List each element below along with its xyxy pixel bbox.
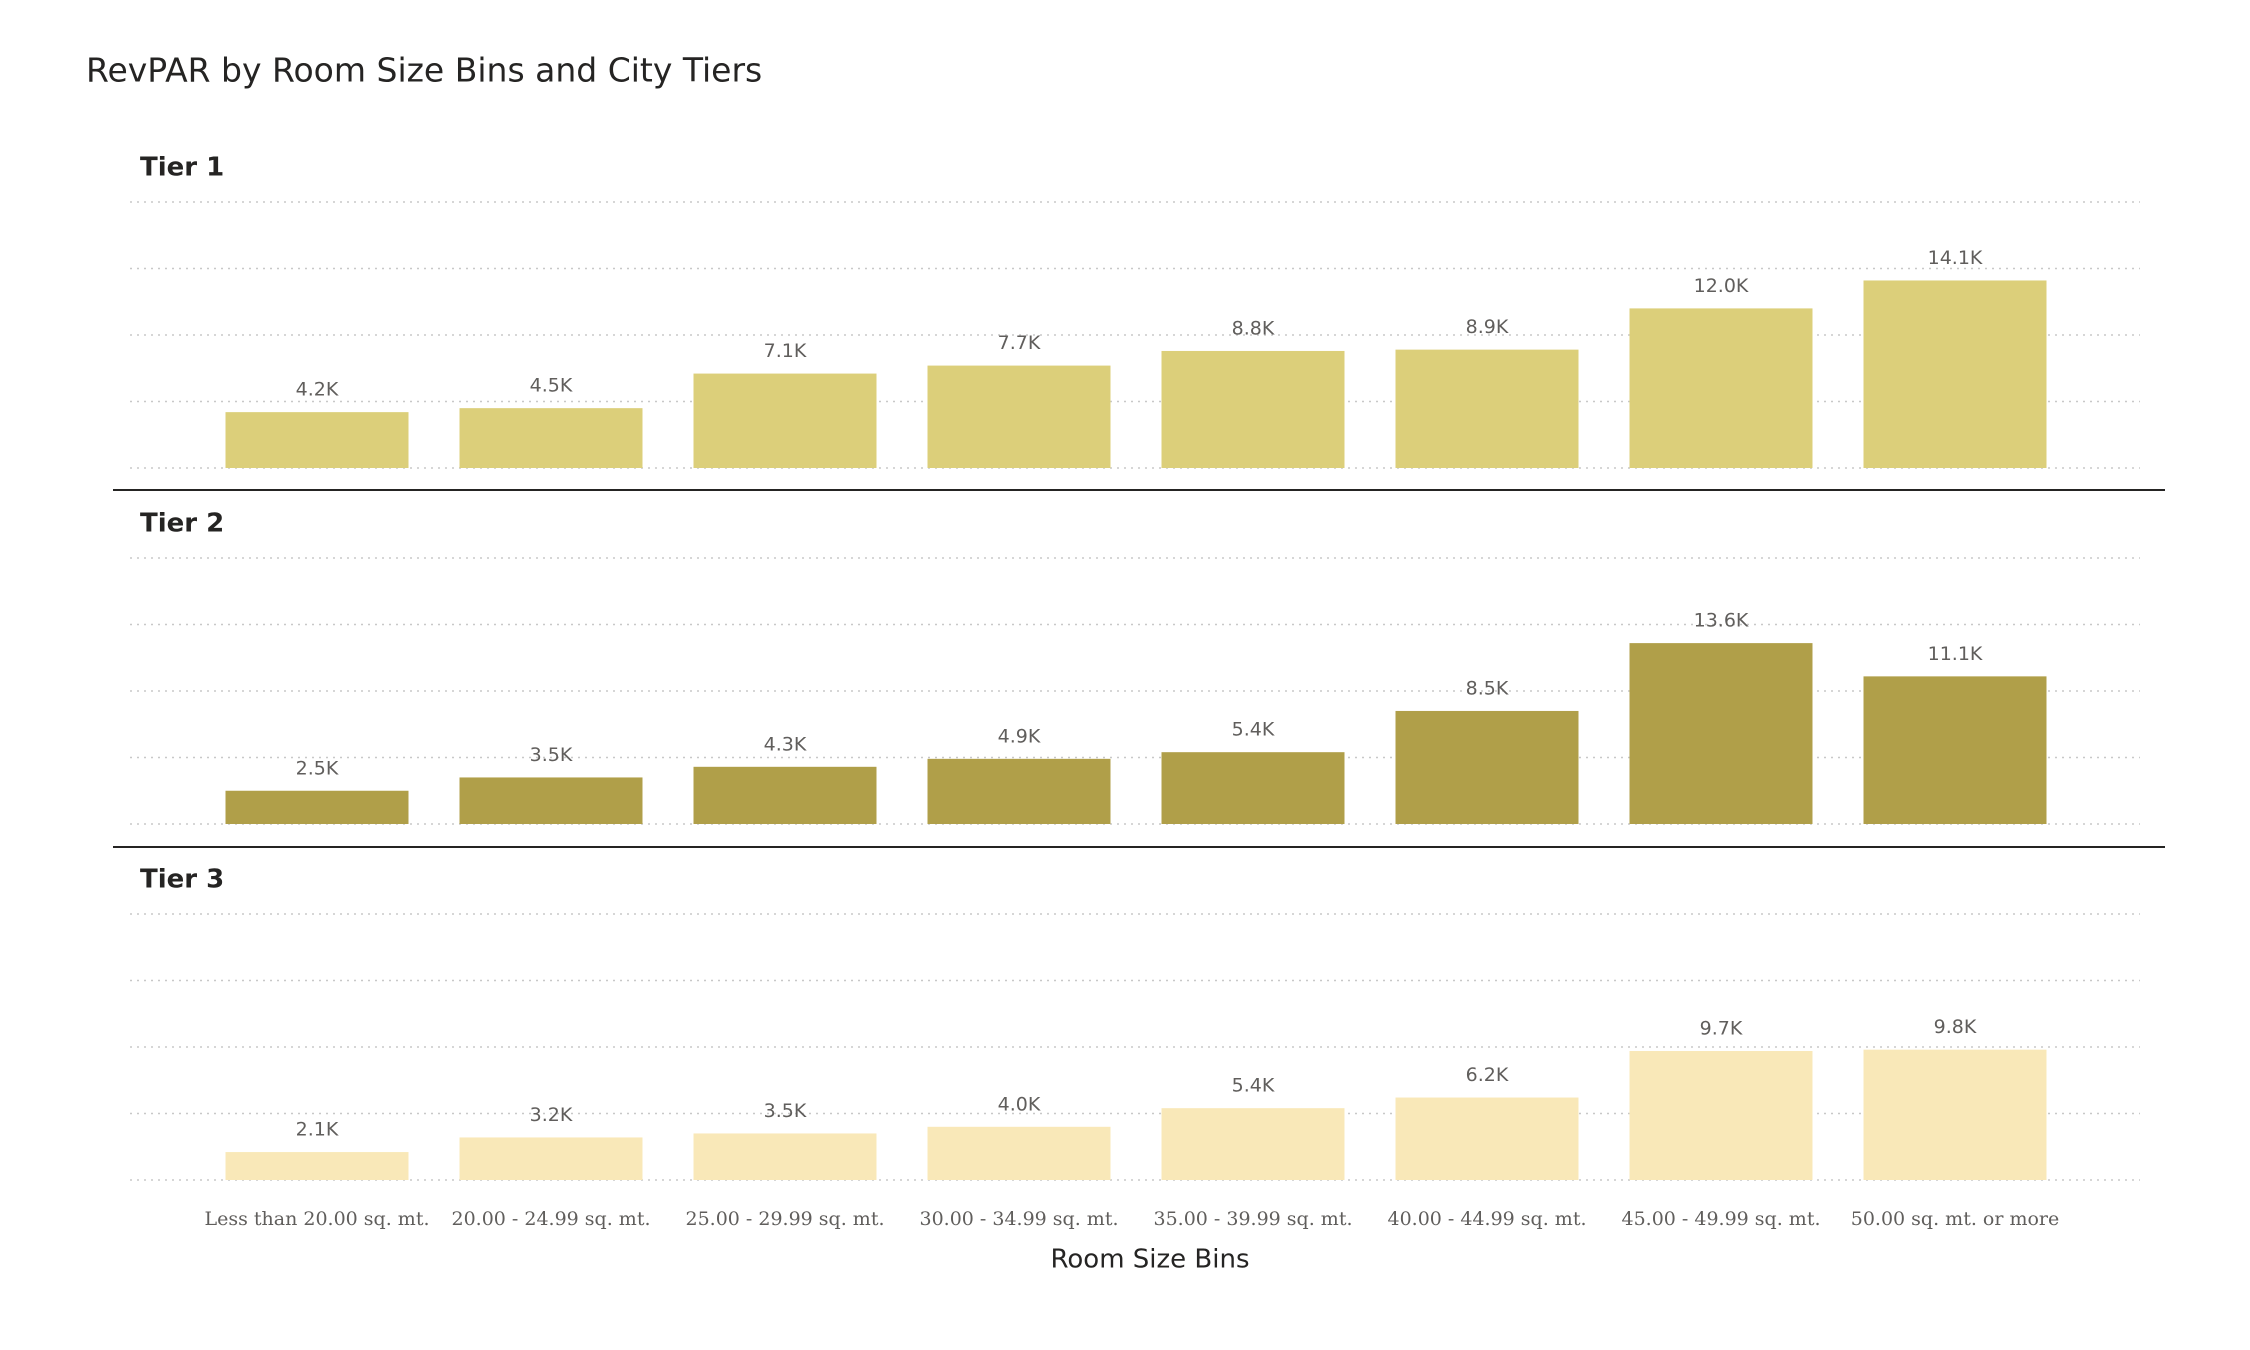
bar — [459, 408, 643, 468]
bar — [927, 758, 1111, 824]
data-label: 11.1K — [1928, 643, 1983, 665]
bar — [459, 1137, 643, 1180]
data-label: 2.5K — [296, 757, 339, 779]
data-label: 7.7K — [998, 332, 1041, 354]
x-tick-label: 40.00 - 44.99 sq. mt. — [1387, 1208, 1586, 1230]
data-label: 3.5K — [530, 744, 573, 766]
x-tick-label: 30.00 - 34.99 sq. mt. — [919, 1208, 1118, 1230]
data-label: 3.2K — [530, 1104, 573, 1126]
x-tick-label: 20.00 - 24.99 sq. mt. — [451, 1208, 650, 1230]
data-label: 12.0K — [1694, 275, 1749, 297]
data-label: 7.1K — [764, 340, 807, 362]
data-label: 4.0K — [998, 1093, 1041, 1115]
data-label: 14.1K — [1928, 247, 1983, 269]
data-label: 8.8K — [1232, 317, 1275, 339]
x-axis-title: Room Size Bins — [1050, 1245, 1249, 1275]
data-label: 9.7K — [1700, 1017, 1743, 1039]
data-label: 2.1K — [296, 1119, 339, 1141]
bar — [1161, 350, 1345, 468]
bar — [927, 1126, 1111, 1180]
data-label: 9.8K — [1934, 1016, 1977, 1038]
data-label: 4.2K — [296, 379, 339, 401]
bar — [225, 790, 409, 824]
panel-title: Tier 1 — [140, 153, 224, 183]
chart-title: RevPAR by Room Size Bins and City Tiers — [86, 51, 762, 90]
bar — [1395, 710, 1579, 824]
bar — [1161, 1108, 1345, 1180]
x-tick-label: 50.00 sq. mt. or more — [1851, 1208, 2060, 1230]
bar — [1629, 1050, 1813, 1180]
bar — [225, 1152, 409, 1180]
bar — [693, 766, 877, 824]
data-label: 4.3K — [764, 733, 807, 755]
data-label: 6.2K — [1466, 1064, 1509, 1086]
data-label: 8.5K — [1466, 677, 1509, 699]
panel-title: Tier 2 — [140, 509, 224, 539]
bar — [927, 365, 1111, 468]
x-tick-label: 45.00 - 49.99 sq. mt. — [1621, 1208, 1820, 1230]
x-tick-label: Less than 20.00 sq. mt. — [205, 1208, 430, 1230]
bar — [1863, 280, 2047, 468]
data-label: 3.5K — [764, 1100, 807, 1122]
bar — [1629, 308, 1813, 468]
bar — [1395, 349, 1579, 468]
bar — [693, 1133, 877, 1180]
data-label: 8.9K — [1466, 316, 1509, 338]
data-label: 4.9K — [998, 725, 1041, 747]
bar — [459, 777, 643, 824]
data-label: 5.4K — [1232, 1075, 1275, 1097]
bar — [693, 373, 877, 468]
panel-title: Tier 3 — [140, 865, 224, 895]
bar — [1863, 1049, 2047, 1180]
data-label: 5.4K — [1232, 719, 1275, 741]
bar — [225, 412, 409, 468]
x-tick-label: 25.00 - 29.99 sq. mt. — [685, 1208, 884, 1230]
bar — [1161, 752, 1345, 824]
bar — [1629, 643, 1813, 824]
data-label: 13.6K — [1694, 610, 1749, 632]
bar — [1863, 676, 2047, 824]
bar — [1395, 1097, 1579, 1180]
data-label: 4.5K — [530, 375, 573, 397]
x-tick-label: 35.00 - 39.99 sq. mt. — [1153, 1208, 1352, 1230]
